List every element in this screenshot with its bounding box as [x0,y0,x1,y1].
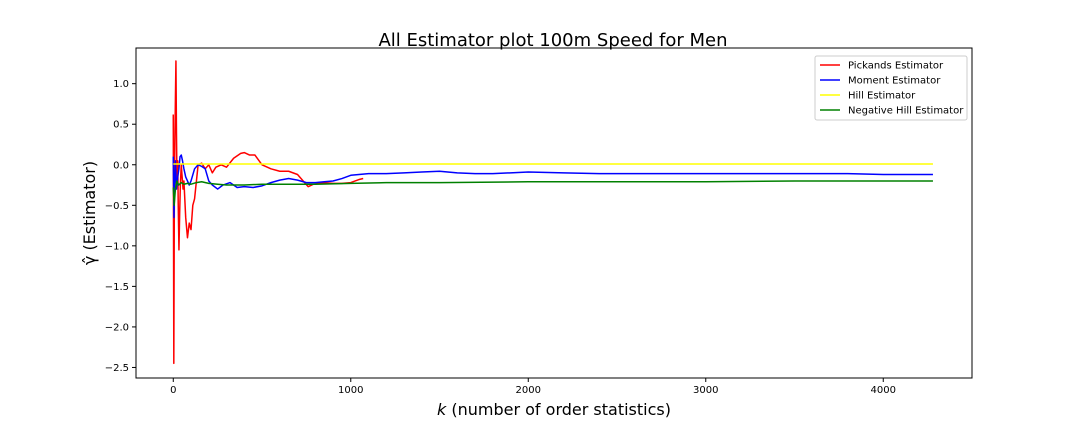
legend-label: Moment Estimator [848,76,941,87]
y-tick-label: 1.0 [113,79,129,90]
series-line-negative-hill-estimator [172,180,933,207]
y-tick-label: −1.5 [105,282,129,293]
series-line-moment-estimator [172,154,933,219]
y-axis: −2.5 −2.0 −1.5 −1.0 −0.5 0.0 0.5 1.0 [105,79,136,374]
y-tick-label: −0.5 [105,201,129,212]
legend-label: Pickands Estimator [848,61,944,72]
y-tick-label: −2.5 [105,363,129,374]
legend-label: Hill Estimator [848,91,916,102]
y-tick-label: −2.0 [105,322,129,333]
legend-label: Negative Hill Estimator [848,106,964,117]
y-axis-label: γ̂ (Estimator) [80,161,99,265]
x-tick-label: 3000 [693,385,718,396]
x-axis-label-k: k [437,400,447,419]
x-tick-label: 2000 [516,385,541,396]
plot-area [135,47,973,379]
series-layer [172,60,933,365]
plot-frame [135,47,973,379]
y-tick-label: 0.0 [113,160,129,171]
x-axis: 0 1000 2000 3000 4000 [170,378,896,396]
chart-title: All Estimator plot 100m Speed for Men [378,30,727,51]
x-tick-label: 0 [170,385,176,396]
x-tick-label: 4000 [871,385,896,396]
x-tick-label: 1000 [338,385,363,396]
x-axis-label-rest: (number of order statistics) [446,400,671,419]
x-axis-label: k (number of order statistics) [437,400,671,419]
legend: Pickands Estimator Moment Estimator Hill E… [814,55,968,121]
legend-box [814,55,968,121]
y-tick-label: −1.0 [105,241,129,252]
y-tick-label: 0.5 [113,120,129,131]
